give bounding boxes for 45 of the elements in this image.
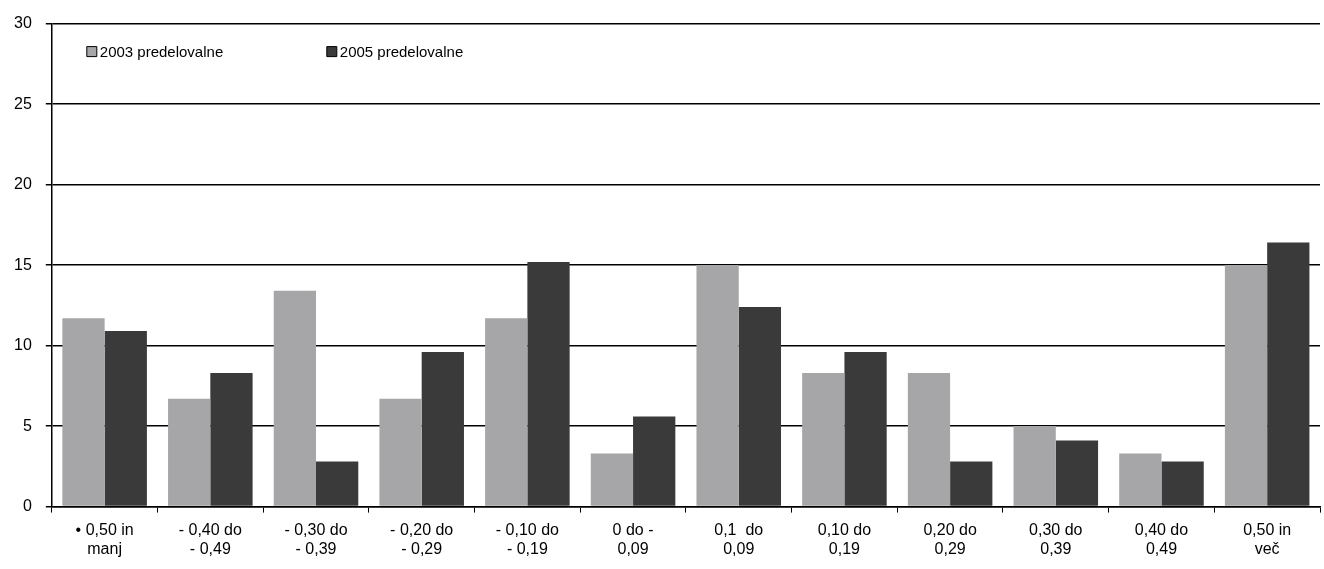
bar [1119,453,1162,506]
x-tick-label: 0,1 do 0,09 [714,520,764,557]
x-tick-label: - 0,30 do - 0,39 [284,520,348,557]
bar [316,461,359,506]
bar [1267,242,1310,506]
legend-label: 2005 predelovalne [339,42,464,60]
x-tick-label: 0,10 do 0,19 [817,520,872,557]
x-tick-label: - 0,20 do - 0,29 [390,520,454,557]
bar [1013,426,1056,506]
bar [379,398,422,506]
y-tick-label: 25 [14,94,32,112]
y-tick-label: 5 [22,416,32,434]
x-tick-label: 0 do - 0,09 [612,520,654,557]
bar [168,398,211,506]
x-tick-label: • 0,50 in manj [75,520,134,557]
bar [421,352,464,506]
y-tick-label: 10 [14,336,32,354]
bar [527,261,570,506]
y-tick-label: 30 [14,14,32,32]
y-tick-label: 0 [22,497,32,515]
bar [1224,265,1268,506]
y-tick-label: 20 [14,175,32,193]
x-tick-label: 0,20 do 0,29 [923,520,977,557]
bar [950,461,993,506]
x-tick-label: 0,40 do 0,49 [1134,520,1189,557]
bar [844,352,887,506]
bar [210,372,253,506]
bar [62,318,105,506]
legend-label: 2003 predelovalne [99,42,224,60]
bar [738,306,782,506]
x-tick-label: - 0,40 do - 0,49 [178,520,242,557]
x-tick-label: - 0,10 do - 0,19 [495,520,560,557]
x-tick-label: 0,30 do 0,39 [1029,520,1083,557]
bar [590,453,634,506]
bar [1161,461,1204,506]
bar [104,331,147,506]
bar [1055,440,1099,506]
bar [633,416,676,506]
bar [907,372,951,506]
bar [802,372,845,506]
x-tick-label: 0,50 in več [1243,520,1292,557]
y-tick-label: 15 [14,255,32,273]
bar [273,290,317,506]
bar [485,318,528,506]
bar [696,265,739,506]
